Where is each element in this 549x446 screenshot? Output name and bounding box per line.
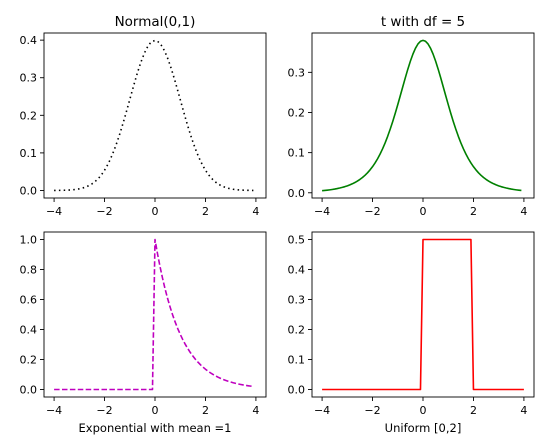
x-tick-label: −2 [364, 404, 380, 417]
x-axis-label: Exponential with mean =1 [79, 421, 232, 435]
x-tick-label: 0 [152, 205, 159, 218]
x-tick-label: 2 [470, 404, 477, 417]
y-tick-label: 0.3 [288, 66, 306, 79]
y-tick-label: 0.5 [288, 234, 306, 247]
y-tick-label: 0.0 [20, 184, 38, 197]
series-line-t [322, 39, 522, 192]
x-tick-label: 4 [520, 205, 527, 218]
y-tick-label: 0.4 [20, 324, 38, 337]
x-tick-label: 2 [470, 205, 477, 218]
y-tick-label: 0.8 [20, 264, 38, 277]
x-tick-label: 2 [202, 404, 209, 417]
series-line-exponential [54, 238, 254, 391]
series-line-normal [54, 39, 254, 192]
x-tick-label: 2 [202, 205, 209, 218]
x-tick-label: −2 [96, 404, 112, 417]
y-tick-label: 0.0 [288, 384, 306, 397]
x-tick-label: 0 [152, 404, 159, 417]
y-tick-label: 0.1 [20, 147, 38, 160]
x-tick-label: 4 [252, 205, 259, 218]
chart-title: t with df = 5 [381, 14, 465, 30]
y-tick-label: 0.2 [288, 324, 306, 337]
x-tick-label: −2 [364, 205, 380, 218]
chart-title: Normal(0,1) [115, 14, 196, 30]
y-tick-label: 0.4 [20, 34, 38, 47]
y-tick-label: 0.3 [20, 72, 38, 85]
x-axis-label: Uniform [0,2] [385, 421, 462, 435]
series-line-uniform [322, 238, 524, 391]
x-tick-label: −4 [46, 404, 62, 417]
y-tick-label: 0.3 [288, 294, 306, 307]
y-tick-label: 0.1 [288, 354, 306, 367]
y-tick-label: 0.2 [20, 109, 38, 122]
x-tick-label: 0 [420, 205, 427, 218]
y-tick-label: 0.1 [288, 147, 306, 160]
x-tick-label: −2 [96, 205, 112, 218]
axes-frame [311, 32, 535, 199]
y-tick-label: 0.0 [288, 187, 306, 200]
y-tick-label: 0.6 [20, 294, 38, 307]
y-tick-label: 0.2 [20, 354, 38, 367]
y-tick-label: 0.0 [20, 384, 38, 397]
x-tick-label: −4 [46, 205, 62, 218]
x-tick-label: 0 [420, 404, 427, 417]
y-tick-label: 0.4 [288, 264, 306, 277]
x-tick-label: −4 [314, 205, 330, 218]
x-tick-label: −4 [314, 404, 330, 417]
x-tick-label: 4 [252, 404, 259, 417]
y-tick-label: 1.0 [20, 234, 38, 247]
axes-frame [43, 32, 267, 199]
y-tick-label: 0.2 [288, 106, 306, 119]
x-tick-label: 4 [520, 404, 527, 417]
